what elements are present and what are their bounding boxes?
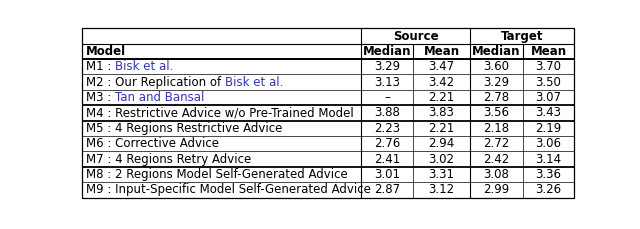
Text: M5 : 4 Regions Restrictive Advice: M5 : 4 Regions Restrictive Advice — [86, 122, 283, 135]
Text: 3.29: 3.29 — [483, 76, 509, 89]
Text: Source: Source — [393, 30, 438, 43]
Text: 2.21: 2.21 — [428, 91, 454, 104]
Text: 3.13: 3.13 — [374, 76, 400, 89]
Text: 2.19: 2.19 — [536, 122, 562, 135]
Text: 2.41: 2.41 — [374, 153, 401, 166]
Text: 2.18: 2.18 — [483, 122, 509, 135]
Text: Bisk et al.: Bisk et al. — [225, 76, 284, 89]
Text: Mean: Mean — [424, 45, 460, 58]
Text: M3 :: M3 : — [86, 91, 115, 104]
Text: 3.26: 3.26 — [536, 183, 561, 196]
Text: 3.50: 3.50 — [536, 76, 561, 89]
Text: 2.99: 2.99 — [483, 183, 509, 196]
Text: 3.08: 3.08 — [484, 168, 509, 181]
Text: 3.07: 3.07 — [536, 91, 561, 104]
Text: 3.06: 3.06 — [536, 137, 561, 150]
Text: 2.42: 2.42 — [483, 153, 509, 166]
Text: Model: Model — [86, 45, 126, 58]
Text: 3.83: 3.83 — [429, 106, 454, 120]
Text: Mean: Mean — [531, 45, 566, 58]
Text: M7 : 4 Regions Retry Advice: M7 : 4 Regions Retry Advice — [86, 153, 252, 166]
Text: 2.87: 2.87 — [374, 183, 401, 196]
Text: 3.01: 3.01 — [374, 168, 400, 181]
Text: 3.12: 3.12 — [428, 183, 454, 196]
Text: 2.72: 2.72 — [483, 137, 509, 150]
Text: Tan and Bansal: Tan and Bansal — [115, 91, 205, 104]
Text: 3.47: 3.47 — [428, 60, 454, 73]
Text: 3.02: 3.02 — [429, 153, 454, 166]
Text: 3.56: 3.56 — [484, 106, 509, 120]
Text: 3.36: 3.36 — [536, 168, 561, 181]
Text: 3.42: 3.42 — [428, 76, 454, 89]
Text: M6 : Corrective Advice: M6 : Corrective Advice — [86, 137, 219, 150]
Text: 3.70: 3.70 — [536, 60, 561, 73]
Text: M9 : Input-Specific Model Self-Generated Advice: M9 : Input-Specific Model Self-Generated… — [86, 183, 371, 196]
Text: Target: Target — [500, 30, 543, 43]
Text: M2 : Our Replication of: M2 : Our Replication of — [86, 76, 225, 89]
Text: M4 : Restrictive Advice w/o Pre-Trained Model: M4 : Restrictive Advice w/o Pre-Trained … — [86, 106, 354, 120]
Text: 2.94: 2.94 — [428, 137, 454, 150]
Text: 2.76: 2.76 — [374, 137, 401, 150]
Text: Median: Median — [472, 45, 521, 58]
Text: 3.88: 3.88 — [374, 106, 400, 120]
Text: 3.29: 3.29 — [374, 60, 401, 73]
Text: 3.14: 3.14 — [536, 153, 561, 166]
Text: –: – — [385, 91, 390, 104]
Text: 3.43: 3.43 — [536, 106, 561, 120]
Text: 3.31: 3.31 — [429, 168, 454, 181]
Text: 2.78: 2.78 — [483, 91, 509, 104]
Text: Bisk et al.: Bisk et al. — [115, 60, 173, 73]
Text: M1 :: M1 : — [86, 60, 115, 73]
Text: 2.21: 2.21 — [428, 122, 454, 135]
Text: 3.60: 3.60 — [484, 60, 509, 73]
Text: 2.23: 2.23 — [374, 122, 401, 135]
Text: Median: Median — [363, 45, 412, 58]
Text: M8 : 2 Regions Model Self-Generated Advice: M8 : 2 Regions Model Self-Generated Advi… — [86, 168, 348, 181]
